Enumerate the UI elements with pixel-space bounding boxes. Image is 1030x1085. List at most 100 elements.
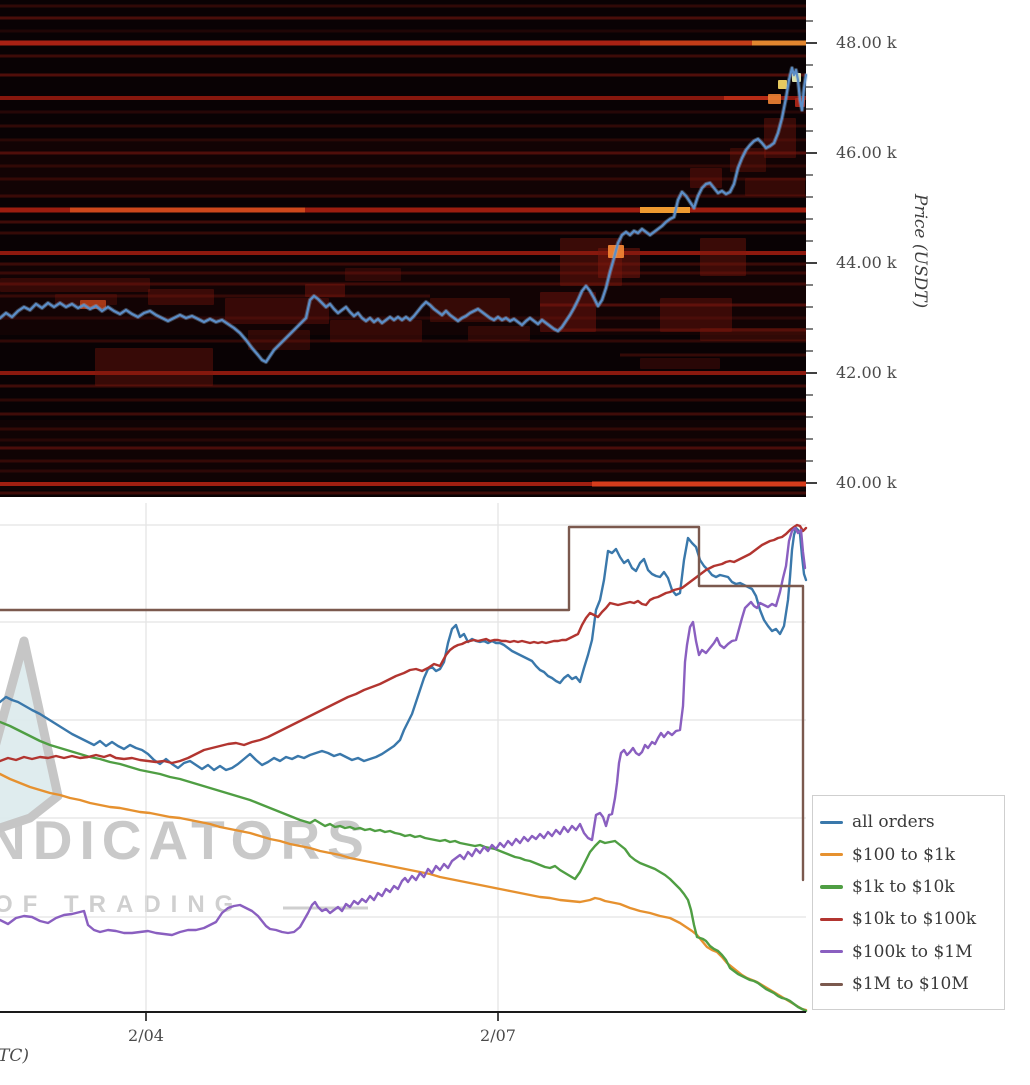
series-line xyxy=(0,523,808,765)
legend-swatch xyxy=(820,820,843,824)
heat-row xyxy=(0,265,806,335)
heat-patch xyxy=(540,292,596,332)
heat-row xyxy=(0,4,806,8)
legend-swatch xyxy=(820,950,843,954)
heat-patch xyxy=(330,320,422,342)
heat-patch xyxy=(95,348,213,386)
series-line xyxy=(0,720,808,1013)
legend-swatch xyxy=(820,885,843,889)
heat-patch xyxy=(225,298,329,324)
heat-patch xyxy=(305,284,345,297)
heat-row xyxy=(0,54,806,58)
heat-row xyxy=(0,384,806,388)
heat-row xyxy=(0,491,806,495)
legend-label: $1k to $10k xyxy=(852,876,955,897)
heat-row xyxy=(0,220,806,224)
heat-patch xyxy=(690,168,722,188)
heat-row xyxy=(0,251,806,255)
heat-row xyxy=(0,339,806,343)
legend-swatch xyxy=(820,917,843,921)
heat-row xyxy=(0,271,806,275)
heat-patch xyxy=(0,278,150,292)
legend-item: $1k to $10k xyxy=(820,871,1004,903)
heat-row xyxy=(0,138,806,142)
heat-patch xyxy=(778,80,787,89)
heat-row xyxy=(0,446,806,450)
heat-row xyxy=(0,282,806,286)
heat-row xyxy=(620,353,806,357)
heat-row xyxy=(0,142,806,198)
heat-row xyxy=(0,469,806,473)
y-tick-label: 48.00 k xyxy=(836,33,897,52)
heat-row xyxy=(640,40,752,46)
price-axis-title: Price (USDT) xyxy=(910,193,930,309)
legend-label: $100k to $1M xyxy=(852,941,973,962)
heat-row xyxy=(0,151,806,155)
legend-label: $10k to $100k xyxy=(852,909,977,930)
heat-patch xyxy=(700,238,746,276)
heat-patch xyxy=(148,289,214,305)
heat-row xyxy=(0,73,806,77)
heat-row xyxy=(0,420,806,490)
legend-item: $10k to $100k xyxy=(820,903,1004,935)
heat-row xyxy=(0,177,806,181)
legend-item: all orders xyxy=(820,806,1004,838)
heat-row xyxy=(0,124,806,128)
legend-item: $1M to $10M xyxy=(820,968,1004,1000)
heat-row xyxy=(0,231,806,235)
heat-row xyxy=(0,16,806,20)
legend-box: all orders $100 to $1k $1k to $10k $10k to … xyxy=(812,795,1005,1010)
legend-swatch xyxy=(820,852,843,857)
watermark-text-small: OF TRADING xyxy=(0,891,244,918)
legend-item: $100 to $1k xyxy=(820,838,1004,870)
y-tick-label: 40.00 k xyxy=(836,473,897,492)
heat-row xyxy=(0,29,806,33)
heat-row xyxy=(724,96,770,100)
y-tick-label: 44.00 k xyxy=(836,253,897,272)
heat-row xyxy=(0,398,806,402)
legend-label: $1M to $10M xyxy=(852,974,969,995)
heat-row xyxy=(0,207,806,213)
heat-row xyxy=(0,194,806,198)
heat-patch xyxy=(248,330,310,350)
heat-patch xyxy=(640,358,720,369)
heat-patch xyxy=(764,118,796,158)
heat-patch xyxy=(730,148,766,172)
legend-item: $100k to $1M xyxy=(820,936,1004,968)
heat-row xyxy=(0,412,806,416)
heat-row xyxy=(0,482,806,486)
heat-row xyxy=(0,164,806,168)
heat-row xyxy=(752,40,806,46)
heat-patch xyxy=(745,178,805,196)
y-tick-label: 46.00 k xyxy=(836,143,897,162)
legend-label: all orders xyxy=(852,812,935,833)
heat-patch xyxy=(700,328,806,341)
series-line xyxy=(0,526,808,772)
series-line xyxy=(0,526,807,937)
heat-row xyxy=(640,207,690,213)
heatmap-background xyxy=(0,0,806,497)
heat-row xyxy=(70,207,305,213)
heat-row xyxy=(560,328,806,332)
heat-patch xyxy=(768,94,781,104)
heat-row xyxy=(0,96,806,100)
heat-row xyxy=(0,459,806,463)
heat-patch xyxy=(345,268,401,281)
x-tick-label: 2/07 xyxy=(480,1026,516,1045)
y-tick-label: 42.00 k xyxy=(836,363,897,382)
heat-row xyxy=(0,110,806,114)
heat-row xyxy=(540,303,806,307)
heat-row xyxy=(0,438,806,442)
heat-row xyxy=(0,371,806,375)
watermark-logo xyxy=(0,636,63,833)
series-line xyxy=(0,772,808,1012)
series-line xyxy=(0,525,805,882)
cropped-axis-label: TC) xyxy=(0,1046,29,1066)
heat-patch xyxy=(660,298,732,332)
heat-row xyxy=(592,481,806,487)
price-line xyxy=(0,66,808,364)
legend-label: $100 to $1k xyxy=(852,844,956,865)
heat-row xyxy=(0,262,806,266)
